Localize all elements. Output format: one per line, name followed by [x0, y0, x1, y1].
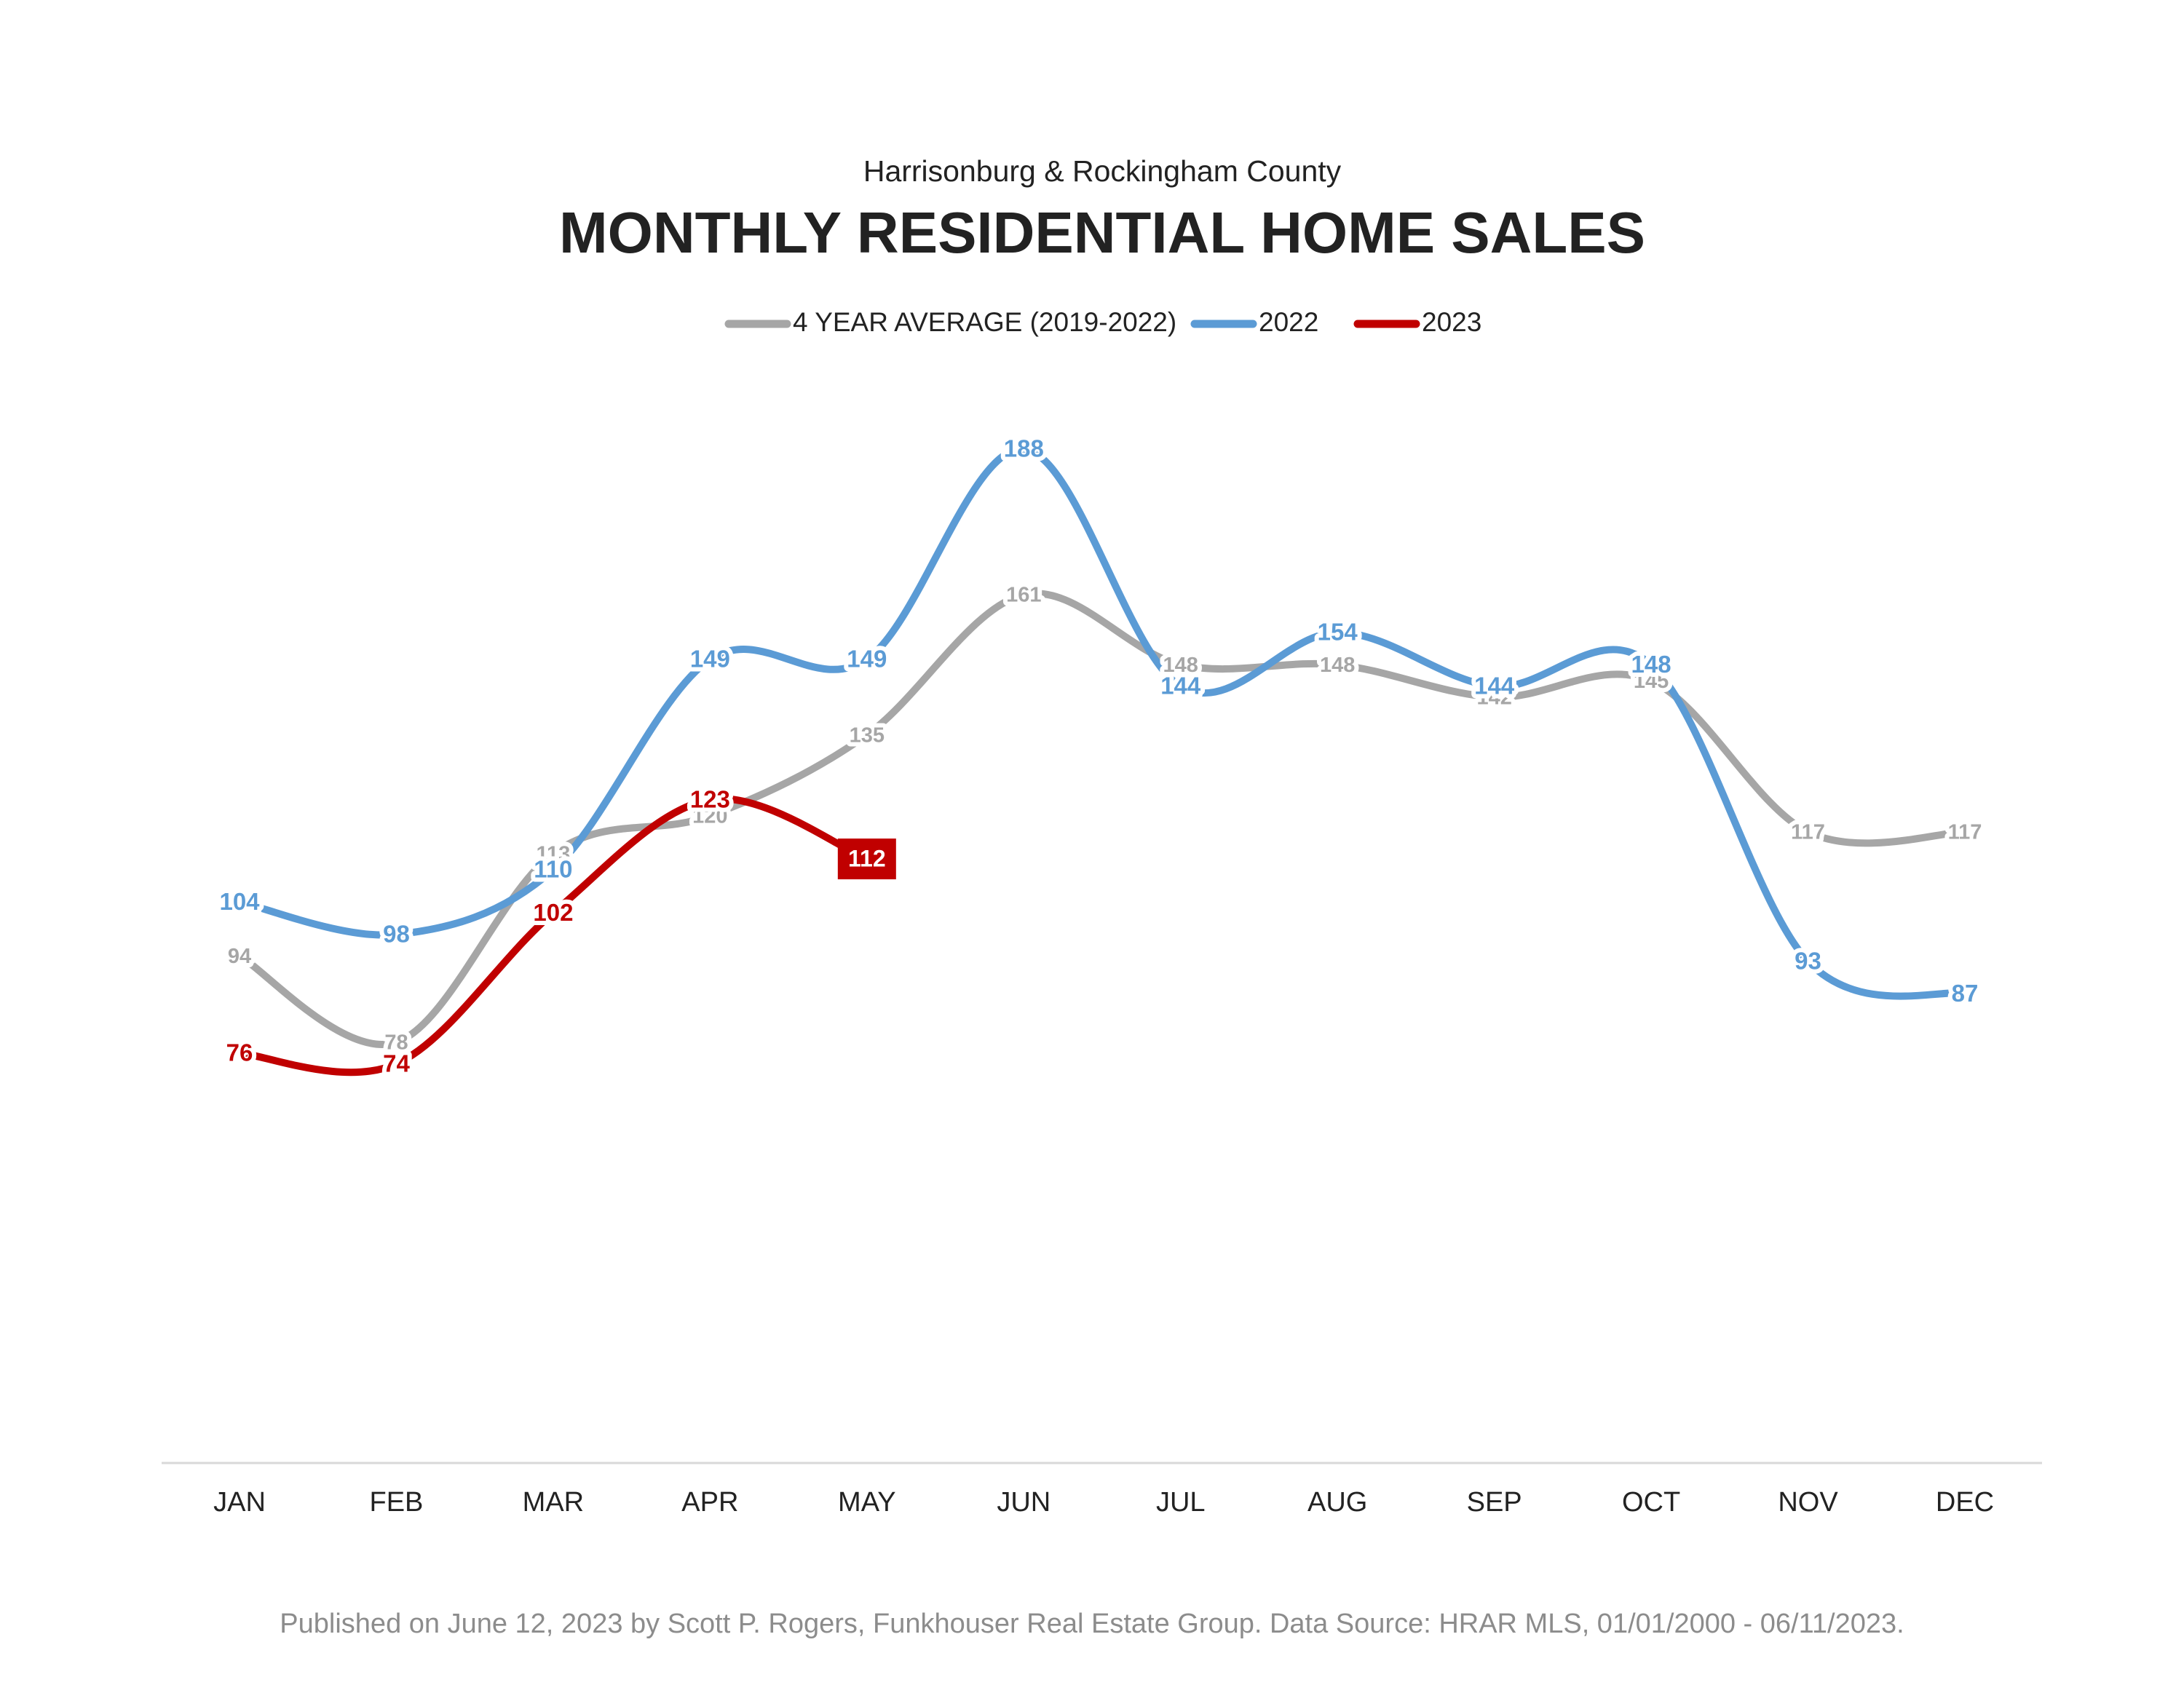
data-label: 74	[383, 1050, 410, 1077]
data-label: 123	[690, 785, 730, 812]
data-label: 144	[1474, 673, 1515, 699]
data-label: 188	[1004, 435, 1044, 462]
data-label: 112	[848, 846, 886, 872]
data-label: 87	[1952, 980, 1979, 1007]
data-label: 148	[1163, 654, 1198, 677]
x-tick-label: APR	[681, 1487, 738, 1518]
footer: Published on June 12, 2023 by Scott P. R…	[280, 1609, 1904, 1639]
x-tick-label: JAN	[213, 1487, 266, 1518]
data-label: 149	[690, 646, 730, 673]
data-label: 94	[228, 945, 251, 968]
data-label: 145	[1634, 670, 1669, 693]
chart-subtitle: Harrisonburg & Rockingham County	[863, 154, 1342, 188]
data-label: 120	[692, 804, 727, 828]
x-tick-label: NOV	[1778, 1487, 1838, 1518]
x-tick-label: JUL	[1156, 1487, 1206, 1518]
data-label: 98	[383, 921, 410, 948]
x-tick-label: DEC	[1936, 1487, 1994, 1518]
data-label: 135	[850, 723, 885, 747]
data-label: 110	[534, 856, 572, 883]
x-tick-label: JUN	[997, 1487, 1051, 1518]
data-label: 102	[533, 899, 573, 926]
series-line	[236, 590, 1969, 1048]
data-label: 148	[1320, 654, 1355, 677]
data-label: 149	[847, 646, 887, 673]
x-tick-label: SEP	[1467, 1487, 1522, 1518]
data-label: 93	[1795, 948, 1821, 975]
data-label: 78	[384, 1031, 408, 1055]
x-tick-label: MAR	[523, 1487, 584, 1518]
data-label-box	[837, 838, 896, 880]
series-line	[236, 795, 871, 1077]
legend-label: 2023	[1422, 307, 1481, 337]
data-label: 161	[1006, 584, 1041, 607]
data-label: 76	[226, 1039, 253, 1066]
data-label: 104	[219, 888, 260, 915]
data-label: 117	[1948, 821, 1982, 844]
data-label: 117	[1791, 821, 1825, 844]
data-label: 113	[537, 842, 571, 865]
data-label: 148	[1631, 651, 1671, 678]
data-label: 142	[1476, 686, 1511, 709]
x-tick-label: OCT	[1622, 1487, 1680, 1518]
chart-title: MONTHLY RESIDENTIAL HOME SALES	[559, 200, 1645, 265]
series-line	[236, 445, 1969, 1000]
legend-label: 4 YEAR AVERAGE (2019-2022)	[793, 307, 1176, 337]
x-tick-label: MAY	[838, 1487, 896, 1518]
x-tick-label: AUG	[1307, 1487, 1367, 1518]
legend-label: 2022	[1259, 307, 1318, 337]
data-label: 154	[1318, 619, 1358, 646]
data-label: 144	[1160, 673, 1201, 699]
x-tick-label: FEB	[370, 1487, 424, 1518]
